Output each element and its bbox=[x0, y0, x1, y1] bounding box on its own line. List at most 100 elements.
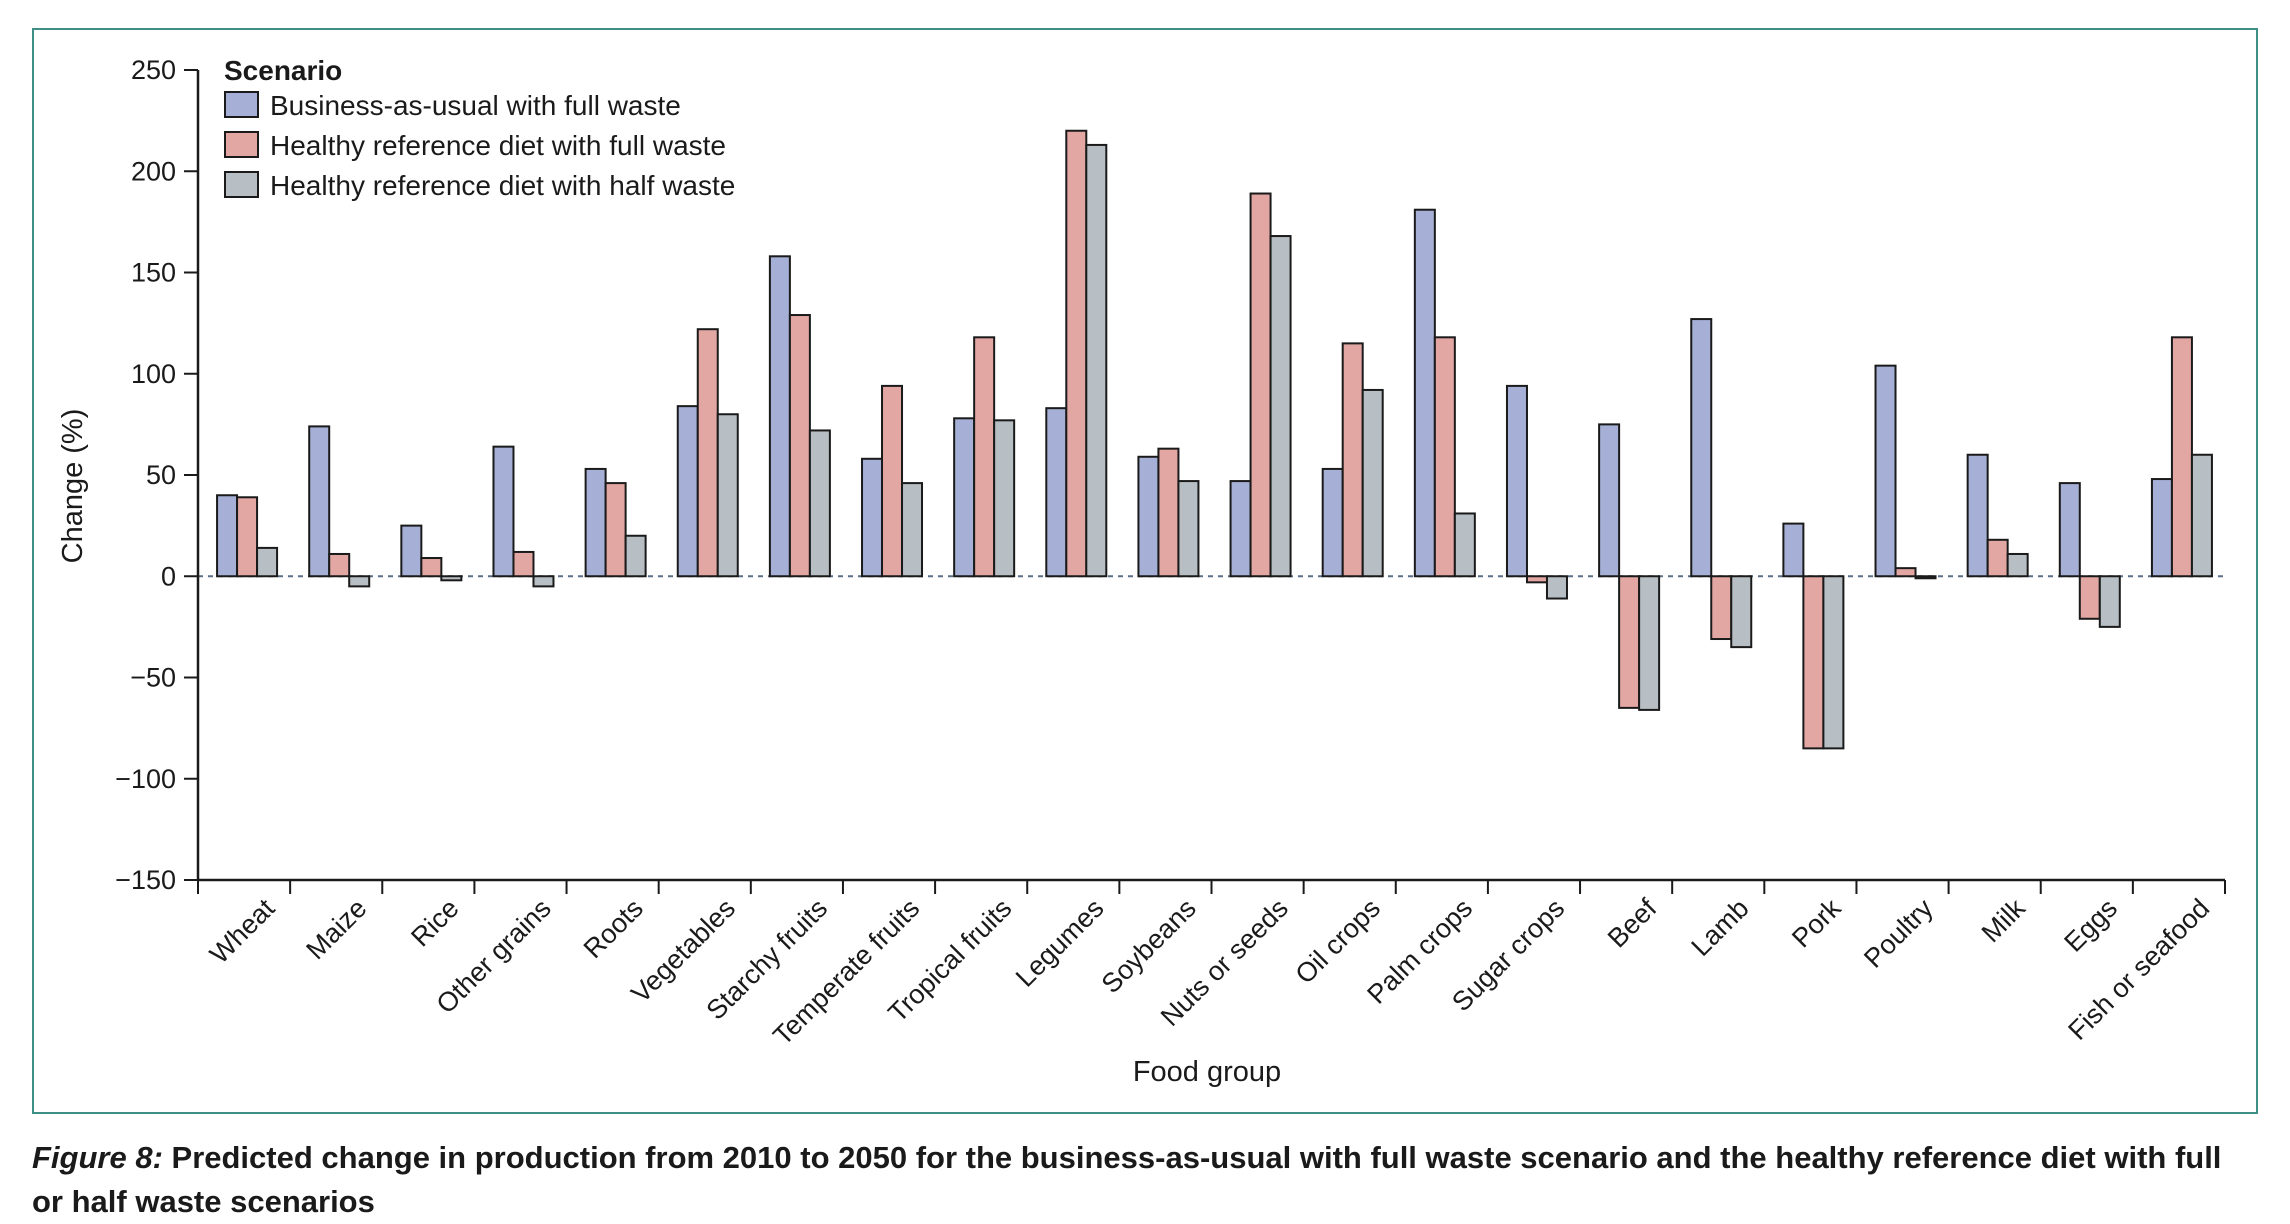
x-tick-label: Roots bbox=[578, 893, 649, 964]
bar-3-milk bbox=[2006, 552, 2029, 578]
bar-1-roots bbox=[584, 467, 607, 578]
bar-2-rice bbox=[420, 557, 443, 578]
legend-title: Scenario bbox=[224, 55, 342, 86]
bar-3-pork bbox=[1822, 575, 1845, 750]
bar-1-soybeans bbox=[1137, 455, 1160, 578]
bar-1-poultry bbox=[1874, 364, 1897, 578]
bar-3-palm-crops bbox=[1453, 512, 1476, 578]
bar-3-starchy-fruits bbox=[808, 429, 831, 578]
bar-1-oil-crops bbox=[1321, 467, 1344, 578]
x-tick-label: Eggs bbox=[2058, 893, 2123, 958]
bar-2-oil-crops bbox=[1341, 342, 1364, 578]
bars-group bbox=[216, 129, 2213, 750]
y-tick-label: 100 bbox=[131, 359, 176, 389]
x-tick-label: Rice bbox=[405, 893, 464, 952]
bar-1-wheat bbox=[216, 494, 239, 578]
bar-2-tropical-fruits bbox=[973, 336, 996, 578]
y-tick-label: −50 bbox=[130, 663, 176, 693]
x-tick-label: Wheat bbox=[204, 893, 281, 970]
x-tick-label: Milk bbox=[1976, 893, 2031, 948]
bar-1-other-grains bbox=[492, 445, 515, 578]
legend-swatch bbox=[224, 91, 259, 118]
bar-1-pork bbox=[1782, 522, 1805, 578]
figure-caption-text: Predicted change in production from 2010… bbox=[32, 1140, 2222, 1219]
bar-2-eggs bbox=[2078, 575, 2101, 620]
bar-3-lamb bbox=[1730, 575, 1753, 649]
bar-2-legumes bbox=[1065, 129, 1088, 578]
y-ticks-group: 250 200 150 100 50 0 −50 −100 −150 bbox=[115, 55, 198, 895]
bar-3-legumes bbox=[1085, 143, 1108, 578]
bar-3-oil-crops bbox=[1361, 388, 1384, 578]
bar-2-starchy-fruits bbox=[788, 314, 811, 578]
bar-3-other-grains bbox=[532, 575, 555, 588]
legend-label: Business-as-usual with full waste bbox=[270, 90, 681, 121]
y-tick-label: 150 bbox=[131, 258, 176, 288]
bar-3-temperate-fruits bbox=[901, 482, 924, 578]
bar-2-roots bbox=[604, 482, 627, 578]
bar-1-starchy-fruits bbox=[768, 255, 791, 578]
y-tick-label: 250 bbox=[131, 55, 176, 85]
bar-3-roots bbox=[624, 534, 647, 578]
x-tick-label: Poultry bbox=[1858, 893, 1939, 974]
y-tick-label: −100 bbox=[115, 764, 176, 794]
bar-2-maize bbox=[328, 552, 351, 578]
bar-3-rice bbox=[440, 575, 463, 582]
bar-2-milk bbox=[1986, 538, 2009, 578]
legend: Scenario Business-as-usual with full was… bbox=[224, 55, 735, 201]
bar-2-soybeans bbox=[1157, 447, 1180, 578]
y-axis-title: Change (%) bbox=[57, 409, 89, 564]
bar-2-lamb bbox=[1710, 575, 1733, 641]
bar-3-tropical-fruits bbox=[993, 419, 1016, 578]
bar-2-nuts-or-seeds bbox=[1249, 192, 1272, 578]
x-tick-label: Pork bbox=[1786, 893, 1847, 954]
legend-label: Healthy reference diet with half waste bbox=[270, 170, 735, 201]
bar-1-tropical-fruits bbox=[953, 417, 976, 578]
bar-3-nuts-or-seeds bbox=[1269, 235, 1292, 578]
bar-2-pork bbox=[1802, 575, 1825, 750]
bar-3-beef bbox=[1638, 575, 1661, 711]
bar-1-nuts-or-seeds bbox=[1229, 480, 1252, 578]
bar-2-fish-or-seafood bbox=[2170, 336, 2193, 578]
legend-label: Healthy reference diet with full waste bbox=[270, 130, 726, 161]
bar-3-fish-or-seafood bbox=[2190, 453, 2213, 578]
legend-swatch bbox=[224, 131, 259, 158]
bar-1-vegetables bbox=[676, 405, 699, 578]
legend-swatch bbox=[224, 171, 259, 198]
x-axis-title: Food group bbox=[1133, 1056, 1281, 1088]
bar-1-fish-or-seafood bbox=[2150, 478, 2173, 578]
bar-2-poultry bbox=[1894, 567, 1917, 578]
bar-2-other-grains bbox=[512, 550, 535, 578]
bar-1-maize bbox=[308, 425, 331, 578]
bar-2-wheat bbox=[236, 496, 259, 578]
figure-label: Figure 8: bbox=[32, 1140, 163, 1175]
bar-1-eggs bbox=[2058, 482, 2081, 578]
y-tick-label: −150 bbox=[115, 865, 176, 895]
bar-1-sugar-crops bbox=[1505, 384, 1528, 578]
bar-3-vegetables bbox=[716, 413, 739, 578]
bar-3-soybeans bbox=[1177, 480, 1200, 578]
x-tick-label: Beef bbox=[1602, 893, 1663, 954]
figure-frame bbox=[32, 28, 2258, 1114]
bar-3-eggs bbox=[2098, 575, 2121, 628]
bar-1-rice bbox=[400, 524, 423, 578]
bar-1-legumes bbox=[1045, 407, 1068, 578]
y-tick-label: 50 bbox=[146, 460, 176, 490]
bar-1-beef bbox=[1598, 423, 1621, 578]
bar-1-temperate-fruits bbox=[861, 457, 884, 578]
bar-1-milk bbox=[1966, 453, 1989, 578]
bar-2-beef bbox=[1618, 575, 1641, 709]
bar-3-sugar-crops bbox=[1545, 575, 1568, 600]
y-tick-label: 200 bbox=[131, 156, 176, 186]
bar-3-maize bbox=[348, 575, 371, 588]
bar-2-palm-crops bbox=[1433, 336, 1456, 578]
bar-2-vegetables bbox=[696, 328, 719, 578]
x-tick-label: Maize bbox=[300, 893, 372, 965]
y-tick-label: 0 bbox=[161, 561, 176, 591]
bar-2-temperate-fruits bbox=[881, 384, 904, 578]
bar-1-palm-crops bbox=[1413, 208, 1436, 578]
bar-1-lamb bbox=[1690, 318, 1713, 578]
bar-2-sugar-crops bbox=[1525, 575, 1548, 584]
x-tick-label: Lamb bbox=[1686, 893, 1755, 962]
